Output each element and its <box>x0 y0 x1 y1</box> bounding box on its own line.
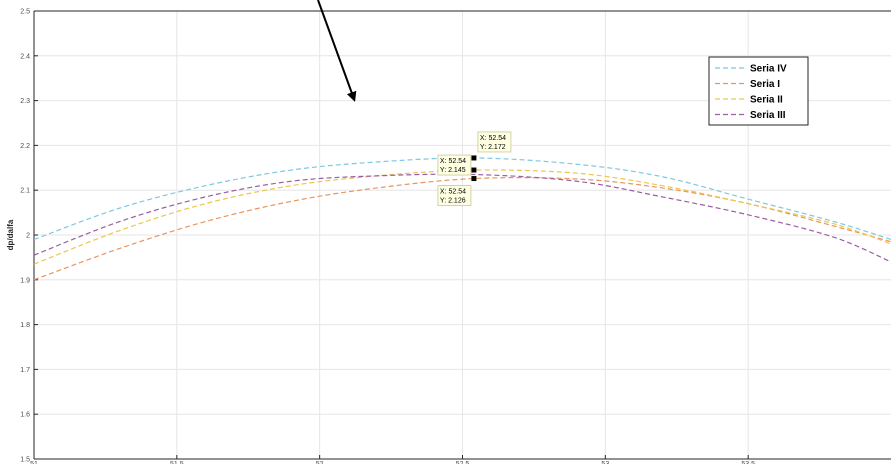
y-tick-label: 2.1 <box>20 188 30 195</box>
legend-label-3: Seria II <box>750 95 783 106</box>
datatip-y-label: Y: 2.126 <box>440 198 466 205</box>
y-tick-label: 2.2 <box>20 143 30 150</box>
tick-labels: 1.5 1.6 1.7 1.8 1.9 2 2.1 2.2 2.3 2.4 2.5 51 51.5 52 5… <box>20 9 755 464</box>
x-tick-label: 52 <box>316 461 324 464</box>
x-tick-label: 53 <box>601 461 609 464</box>
grid <box>33 10 891 460</box>
annotation-arrow <box>317 0 357 102</box>
datatip-x-label: X: 52.54 <box>440 158 466 165</box>
datatip-x-label: X: 52.54 <box>480 135 506 142</box>
y-tick-label: 1.5 <box>20 457 30 464</box>
y-axis-label: dp/dalfa <box>6 219 15 250</box>
series-line-3 <box>34 169 891 265</box>
datatip-x-label: X: 52.54 <box>440 189 466 196</box>
datatips: X: 52.54 Y: 2.172 X: 52.54 Y: 2.145 X: 52.54… <box>437 131 512 206</box>
y-tick-label: 1.9 <box>20 277 30 284</box>
y-tick-label: 1.6 <box>20 412 30 419</box>
series-line-4 <box>34 173 891 263</box>
y-tick-label: 2 <box>26 233 30 240</box>
x-tick-label: 53.5 <box>741 461 755 464</box>
datatip-box <box>477 131 512 153</box>
x-tick-label: 51.5 <box>170 461 184 464</box>
datatip-marker <box>471 167 477 173</box>
legend: Seria IV Seria I Seria II Seria III <box>708 56 809 126</box>
legend-label-1: Seria IV <box>750 64 787 75</box>
axes <box>33 10 891 460</box>
x-tick-label: 52.5 <box>456 461 470 464</box>
datatip-y-label: Y: 2.172 <box>480 144 506 151</box>
datatip-box <box>437 185 472 206</box>
y-tick-label: 2.4 <box>20 53 30 60</box>
y-tick-label: 1.7 <box>20 367 30 374</box>
y-tick-label: 2.3 <box>20 98 30 105</box>
datatip-box <box>437 154 472 176</box>
datatip-y-label: Y: 2.145 <box>440 167 466 174</box>
y-tick-label: 2.5 <box>20 9 30 16</box>
legend-label-4: Seria III <box>750 110 786 121</box>
datatip-marker <box>471 155 477 161</box>
datatip-marker <box>471 176 477 182</box>
legend-label-2: Seria I <box>750 79 780 90</box>
y-tick-label: 1.8 <box>20 322 30 329</box>
x-tick-label: 51 <box>30 461 38 464</box>
